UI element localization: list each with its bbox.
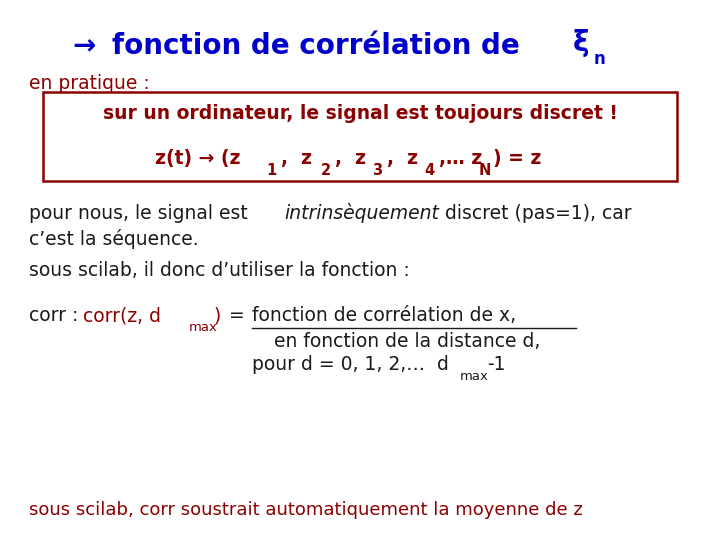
Text: N: N xyxy=(479,163,491,178)
Text: ξ: ξ xyxy=(572,29,589,57)
Text: z(t) → (z: z(t) → (z xyxy=(155,149,240,168)
Text: intrinsèquement: intrinsèquement xyxy=(284,203,439,224)
Text: 2: 2 xyxy=(320,163,330,178)
Text: ): ) xyxy=(213,306,220,326)
Text: ,  z: , z xyxy=(335,149,366,168)
Text: 1: 1 xyxy=(266,163,276,178)
Text: -1: -1 xyxy=(487,355,506,374)
Text: ) = z: ) = z xyxy=(493,149,541,168)
Text: max: max xyxy=(459,370,488,383)
Text: n: n xyxy=(594,50,606,69)
Text: fonction de corrélation de x,: fonction de corrélation de x, xyxy=(252,306,516,326)
Text: fonction de corrélation de: fonction de corrélation de xyxy=(112,32,519,60)
FancyBboxPatch shape xyxy=(43,92,677,181)
Text: sous scilab, il donc d’utiliser la fonction :: sous scilab, il donc d’utiliser la fonct… xyxy=(29,260,410,280)
Text: corr :: corr : xyxy=(29,306,84,326)
Text: sur un ordinateur, le signal est toujours discret !: sur un ordinateur, le signal est toujour… xyxy=(102,104,618,123)
Text: 3: 3 xyxy=(372,163,382,178)
Text: →: → xyxy=(72,32,95,60)
Text: en pratique :: en pratique : xyxy=(29,74,150,93)
Text: pour d = 0, 1, 2,…  d: pour d = 0, 1, 2,… d xyxy=(252,355,449,374)
Text: max: max xyxy=(189,321,217,334)
Text: ,  z: , z xyxy=(281,149,312,168)
Text: en fonction de la distance d,: en fonction de la distance d, xyxy=(274,332,540,351)
Text: ,  z: , z xyxy=(387,149,418,168)
Text: discret (pas=1), car: discret (pas=1), car xyxy=(439,204,632,223)
Text: c’est la séquence.: c’est la séquence. xyxy=(29,228,199,249)
Text: ,… z: ,… z xyxy=(439,149,482,168)
Text: pour nous, le signal est: pour nous, le signal est xyxy=(29,204,253,223)
Text: sous scilab, corr soustrait automatiquement la moyenne de z: sous scilab, corr soustrait automatiquem… xyxy=(29,501,582,519)
Text: 4: 4 xyxy=(425,163,435,178)
Text: corr(z, d: corr(z, d xyxy=(83,306,161,326)
Text: =: = xyxy=(223,306,251,326)
